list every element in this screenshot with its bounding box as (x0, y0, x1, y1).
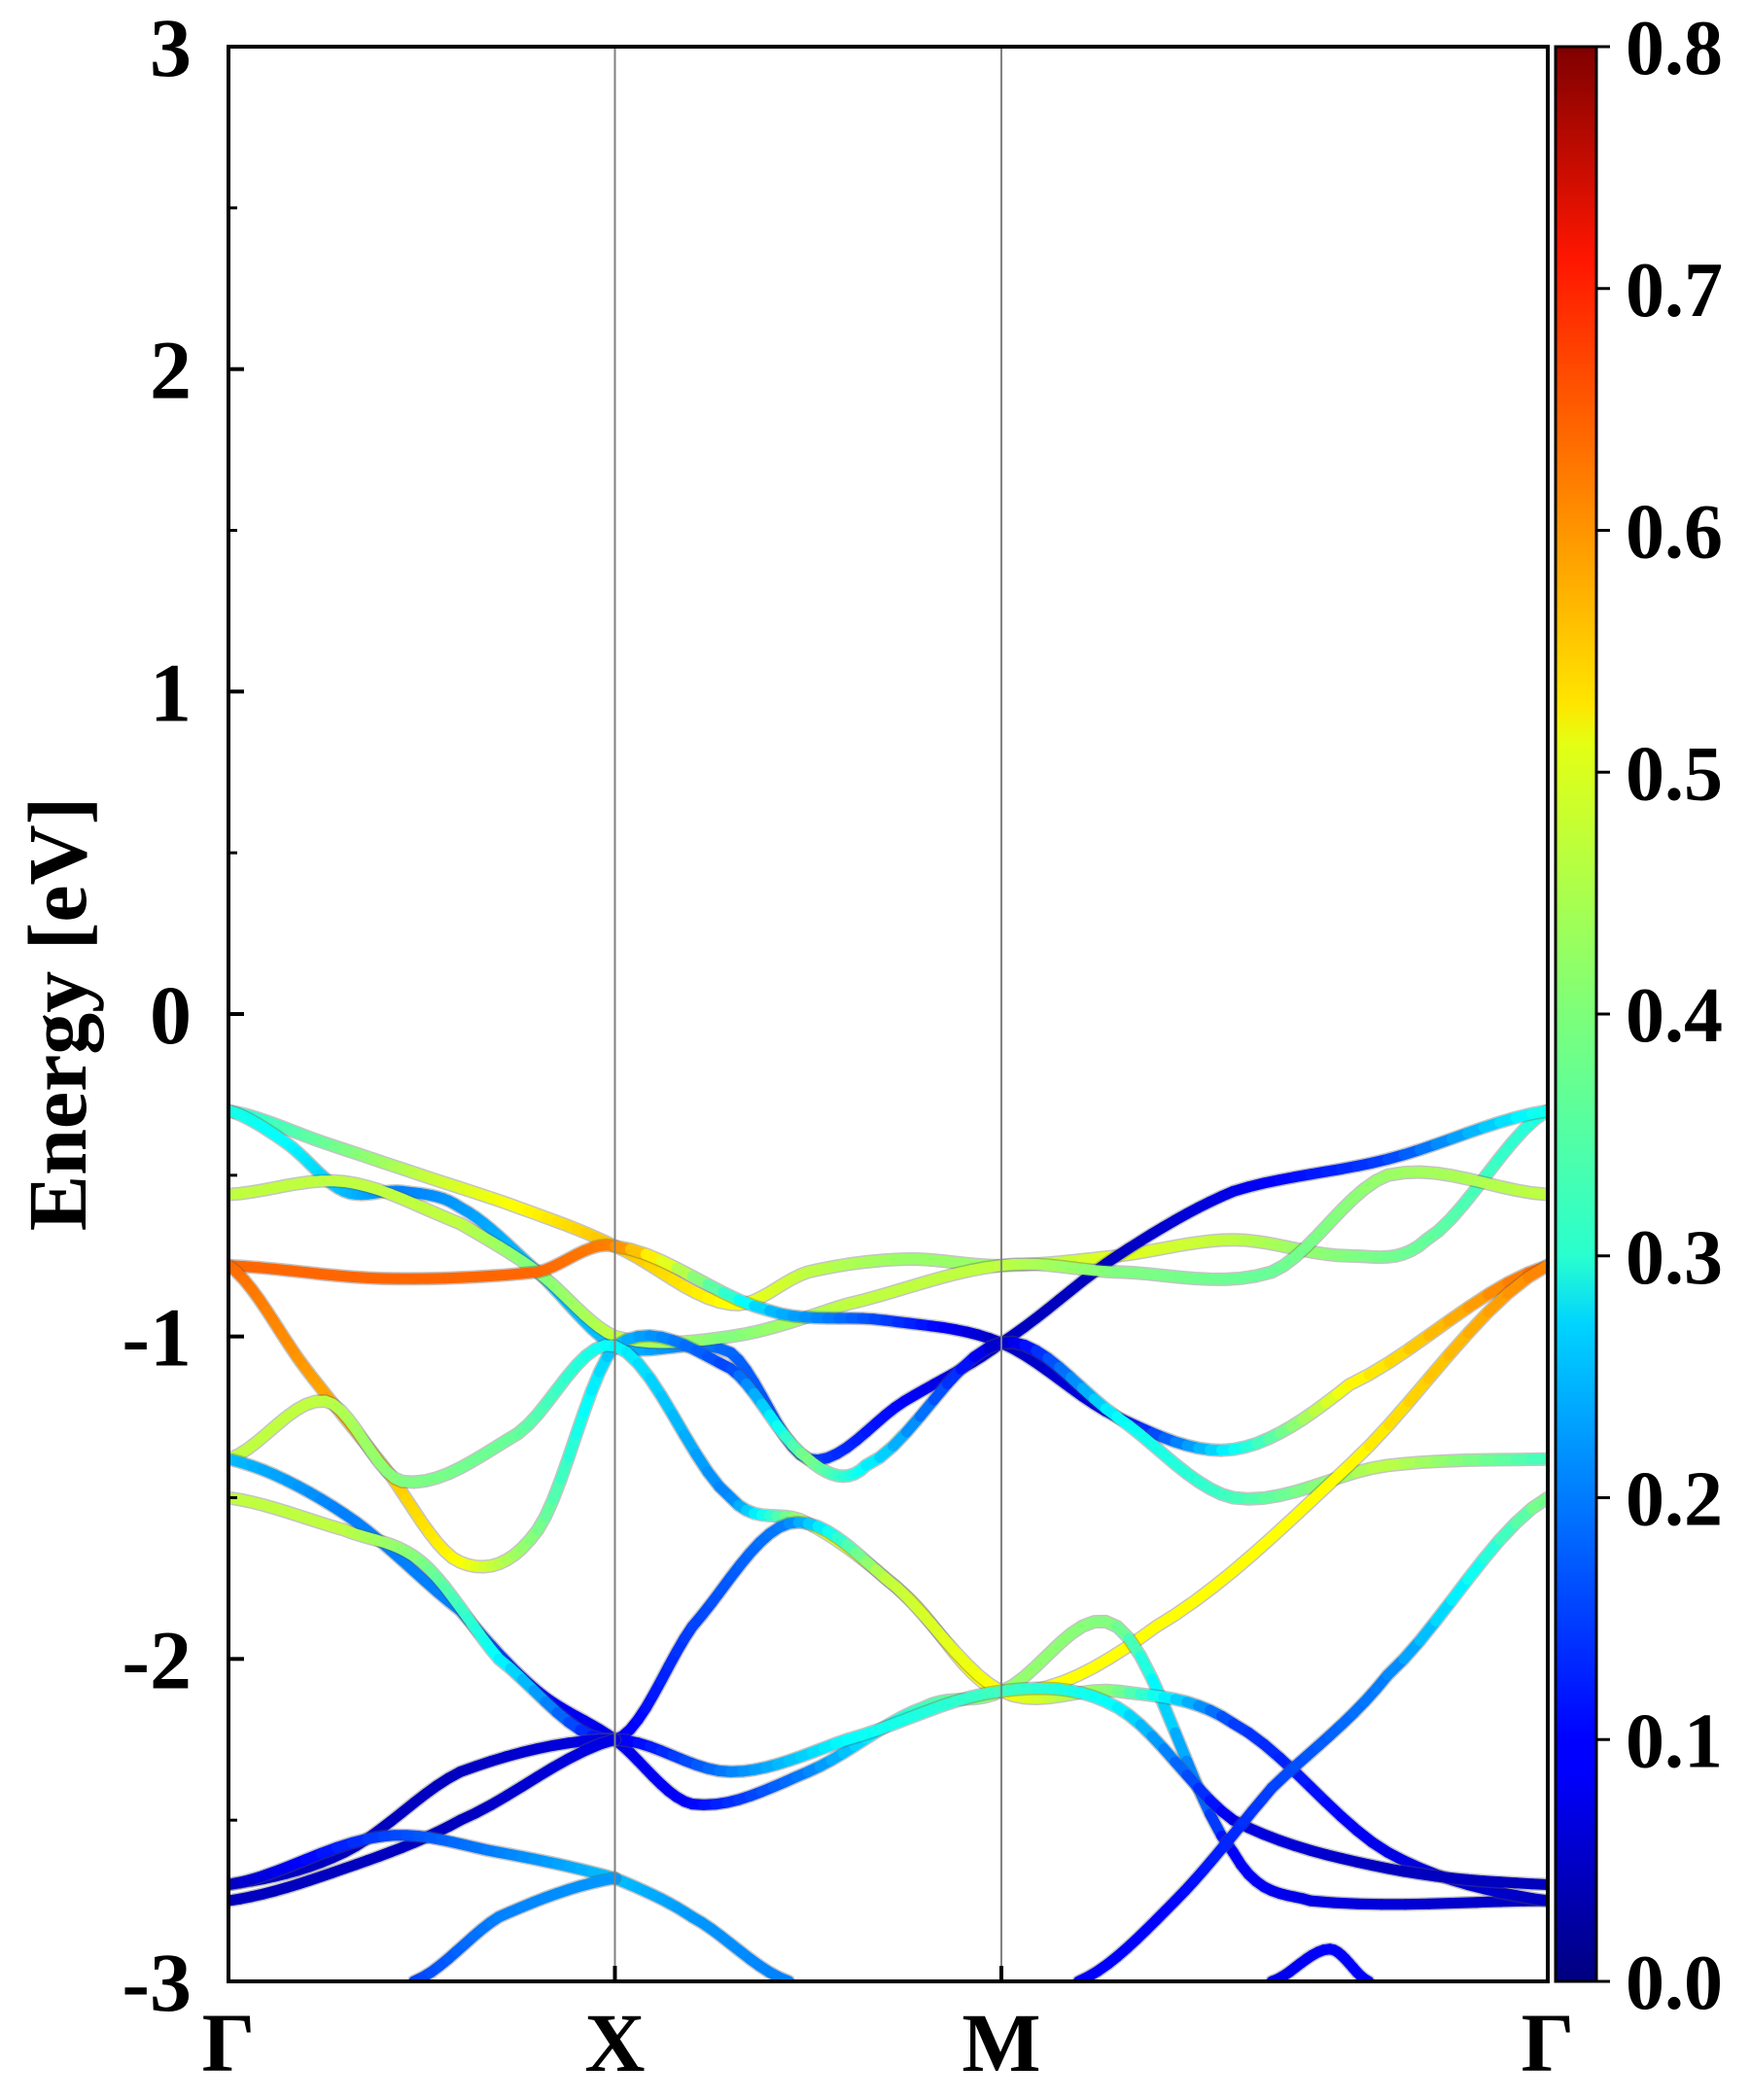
band-1 (228, 1103, 1548, 1312)
band-12-segment (598, 1872, 620, 1886)
colorbar-tick-label: 0.8 (1626, 6, 1723, 91)
y-tick-label: 3 (150, 1, 192, 94)
colorbar-tick-label: 0.5 (1626, 731, 1723, 817)
x-tick-label: Γ (1522, 1996, 1575, 2089)
band-6-segment (1522, 1260, 1548, 1283)
colorbar-tick-label: 0.0 (1626, 1941, 1723, 2026)
colorbar-tick-label: 0.7 (1626, 248, 1723, 333)
plot-frame (227, 45, 1550, 1983)
y-tick-label: 2 (150, 324, 192, 417)
colorbar-tick-label: 0.4 (1626, 973, 1723, 1059)
y-tick-label: 0 (150, 968, 192, 1062)
colorbar-ticks: 0.0 0.1 0.2 0.3 0.4 0.5 0.6 0.7 0.8 (1596, 6, 1723, 2026)
band-8-segment (1526, 1893, 1548, 1907)
band-9-segment (1526, 1878, 1548, 1890)
band-3 (228, 1165, 1548, 1349)
band-10 (228, 1732, 622, 1908)
y-tick-label: -3 (122, 1936, 192, 2029)
y-tick-label: 1 (150, 646, 192, 739)
colorbar (1554, 45, 1598, 1983)
band-13-segment (1526, 1492, 1548, 1515)
band-2-segment (1526, 1105, 1548, 1119)
band-12 (406, 1871, 622, 1981)
colorbar-tick-label: 0.1 (1626, 1698, 1723, 1784)
colorbar-tick-label: 0.3 (1626, 1215, 1723, 1301)
high-symmetry-lines (613, 47, 1002, 1981)
colorbar-tick-label: 0.6 (1626, 490, 1723, 576)
y-axis-label: Energy [eV] (11, 797, 104, 1232)
x-tick-label: M (962, 1996, 1040, 2089)
y-tick-label: -2 (122, 1613, 192, 1706)
x-tick-label: Γ (202, 1996, 256, 2089)
band-13 (1071, 1490, 1548, 1981)
y-axis-ticks: 3 2 1 0 -1 -2 -3 (122, 1, 244, 2029)
y-tick-label: -1 (122, 1291, 192, 1384)
band-14 (1265, 1942, 1376, 1981)
band-3-segment (1526, 1187, 1548, 1201)
band-11 (228, 1828, 796, 1981)
colorbar-tick-label: 0.2 (1626, 1457, 1723, 1543)
band-10-segment (594, 1733, 620, 1750)
band-lines (228, 1103, 1548, 1981)
x-tick-label: X (584, 1996, 645, 2089)
